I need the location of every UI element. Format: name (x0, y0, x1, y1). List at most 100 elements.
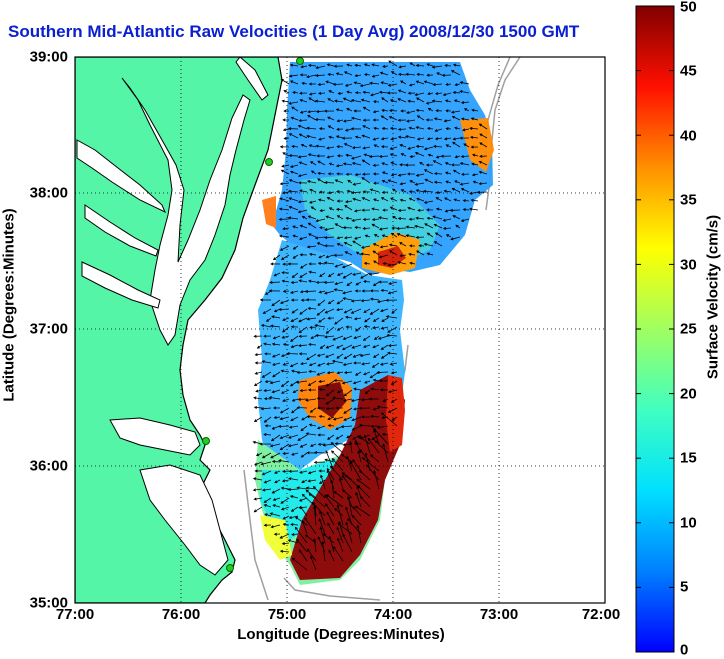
velocity-arrow (408, 217, 416, 221)
velocity-arrow (372, 344, 380, 349)
velocity-arrow (361, 289, 371, 293)
velocity-arrow (371, 217, 380, 222)
velocity-arrow (308, 262, 317, 266)
velocity-arrow (324, 335, 335, 339)
velocity-arrow (271, 299, 281, 307)
velocity-arrow (433, 241, 443, 247)
velocity-arrow (343, 389, 353, 397)
velocity-arrow (318, 469, 326, 473)
velocity-arrow (282, 227, 290, 231)
velocity-arrow (380, 81, 389, 85)
velocity-arrow (454, 83, 461, 87)
velocity-arrow (373, 427, 389, 445)
velocity-arrow (307, 153, 317, 157)
velocity-arrow (300, 452, 308, 458)
velocity-arrow (373, 144, 380, 148)
velocity-arrow (376, 370, 389, 375)
velocity-arrow (307, 380, 317, 386)
velocity-arrow (353, 109, 362, 113)
velocity-arrow (307, 388, 317, 392)
velocity-arrow (310, 161, 317, 166)
velocity-arrow (345, 521, 353, 544)
velocity-arrow (450, 236, 461, 241)
velocity-arrow (346, 189, 353, 193)
velocity-arrow (279, 197, 290, 202)
velocity-arrow (323, 261, 335, 265)
velocity-arrow (361, 177, 371, 184)
velocity-arrow (324, 494, 335, 508)
velocity-arrow (362, 344, 371, 348)
velocity-arrow (317, 433, 326, 437)
velocity-arrow (433, 117, 443, 121)
velocity-arrow (406, 119, 416, 123)
velocity-arrow (408, 252, 416, 256)
velocity-arrow (279, 407, 290, 414)
velocity-arrow (299, 91, 308, 95)
velocity-arrow (350, 127, 362, 131)
velocity-arrow (436, 72, 443, 76)
velocity-arrow (306, 317, 317, 321)
velocity-arrow (343, 407, 353, 414)
velocity-arrow (290, 335, 299, 342)
velocity-arrow (299, 98, 308, 103)
velocity-arrow (325, 344, 335, 349)
velocity-arrow (451, 110, 461, 114)
velocity-arrow (434, 128, 443, 132)
velocity-arrow (341, 489, 353, 499)
velocity-arrow (278, 217, 290, 221)
velocity-arrow (298, 161, 308, 166)
velocity-arrow (387, 83, 398, 87)
velocity-arrow (323, 290, 335, 295)
velocity-arrow (343, 308, 353, 314)
x-tick-label: 77:00 (55, 606, 95, 623)
velocity-arrow (362, 172, 371, 176)
velocity-arrow (342, 290, 353, 295)
velocity-arrow (281, 99, 290, 103)
velocity-arrow (362, 146, 371, 150)
velocity-arrow (325, 80, 335, 85)
velocity-arrow (409, 180, 416, 184)
velocity-arrow (373, 198, 380, 202)
velocity-arrow (397, 127, 407, 131)
velocity-arrow (381, 432, 389, 437)
velocity-arrow (324, 109, 335, 113)
velocity-arrow (299, 505, 308, 517)
velocity-arrow (373, 234, 380, 238)
velocity-arrow (255, 452, 263, 457)
velocity-arrow (346, 108, 353, 112)
velocity-arrow (351, 146, 362, 150)
velocity-arrow (414, 224, 425, 229)
velocity-arrow (381, 171, 389, 175)
velocity-arrow (463, 143, 470, 148)
velocity-arrow (336, 344, 344, 349)
velocity-arrow (334, 317, 344, 325)
velocity-arrow (280, 506, 290, 511)
velocity-arrow (388, 60, 398, 67)
velocity-arrow (315, 144, 326, 148)
velocity-arrow (479, 142, 488, 148)
velocity-arrow (343, 353, 353, 360)
velocity-arrow (351, 161, 362, 166)
velocity-arrow (337, 91, 344, 95)
velocity-arrow (308, 97, 317, 103)
velocity-arrow (407, 146, 416, 150)
velocity-arrow (362, 106, 371, 112)
colorbar-ticks (636, 5, 674, 653)
velocity-arrow (336, 127, 344, 131)
velocity-arrow (392, 215, 398, 220)
velocity-arrow (327, 172, 335, 176)
velocity-arrow (352, 380, 362, 385)
velocity-arrow (433, 172, 443, 176)
velocity-arrow (301, 479, 308, 483)
velocity-arrow (352, 353, 362, 358)
velocity-arrow (280, 353, 290, 358)
velocity-arrow (332, 82, 344, 86)
velocity-arrow (408, 197, 416, 202)
velocity-arrow (355, 491, 362, 508)
velocity-arrow (279, 434, 290, 440)
velocity-arrow (298, 334, 308, 338)
velocity-arrow (386, 333, 398, 337)
velocity-arrow (452, 90, 461, 95)
velocity-arrow (288, 205, 299, 211)
velocity-arrow (317, 160, 326, 166)
